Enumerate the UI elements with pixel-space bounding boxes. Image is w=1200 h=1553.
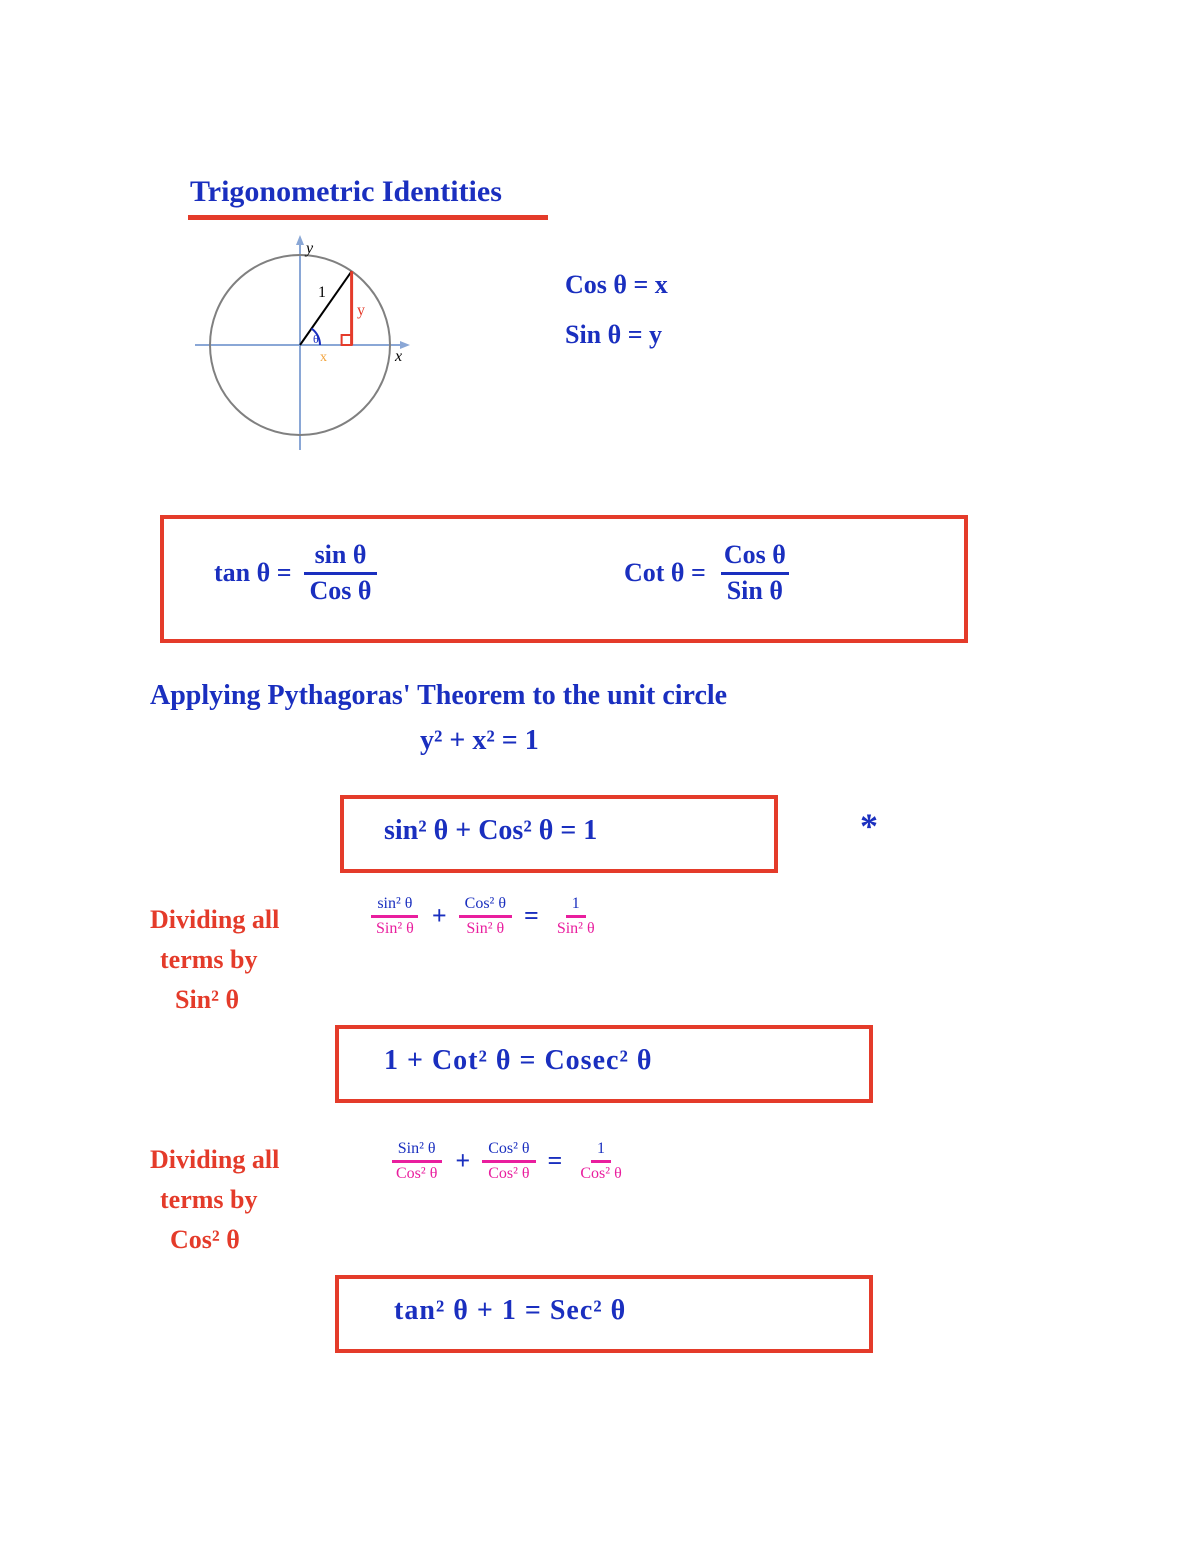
svg-text:y: y [304, 240, 314, 257]
star-icon: * [860, 805, 878, 847]
tan-identity-box: tan² θ + 1 = Sec² θ [335, 1275, 873, 1353]
sin-frac-3: 1 Sin² θ [551, 895, 601, 937]
sin-frac-2-den: Sin² θ [460, 918, 510, 938]
plus-1: + [432, 901, 447, 931]
divide-cos-equation: Sin² θ Cos² θ + Cos² θ Cos² θ = 1 Cos² θ [390, 1140, 628, 1182]
pythagoras-line2: y² + x² = 1 [420, 725, 539, 757]
sin-def: Sin θ = y [565, 320, 662, 350]
sin-frac-3-num: 1 [566, 895, 586, 918]
divide-cos-label-2: terms by [160, 1185, 257, 1215]
sin-frac-2-num: Cos² θ [459, 895, 512, 918]
cot-num: Cos θ [718, 541, 792, 572]
divide-sin-label-3: Sin² θ [175, 985, 239, 1015]
cos-frac-1-num: Sin² θ [392, 1140, 442, 1163]
cot-den: Sin θ [721, 572, 789, 606]
eq-1: = [524, 901, 539, 931]
pythagoras-line1: Applying Pythagoras' Theorem to the unit… [150, 680, 727, 712]
tan-fraction: sin θ Cos θ [304, 541, 378, 605]
title-underline [188, 215, 548, 220]
divide-sin-label-2: terms by [160, 945, 257, 975]
page-title: Trigonometric Identities [190, 175, 502, 209]
cos-frac-2-den: Cos² θ [482, 1163, 535, 1183]
svg-text:θ: θ [313, 332, 319, 346]
sin-frac-1: sin² θ Sin² θ [370, 895, 420, 937]
cot-identity: 1 + Cot² θ = Cosec² θ [384, 1045, 652, 1077]
divide-cos-label-1: Dividing all [150, 1145, 279, 1175]
pythag-identity: sin² θ + Cos² θ = 1 [384, 815, 597, 847]
cot-identity-box: 1 + Cot² θ = Cosec² θ [335, 1025, 873, 1103]
cos-frac-3-num: 1 [591, 1140, 611, 1163]
cos-frac-1: Sin² θ Cos² θ [390, 1140, 443, 1182]
sin-frac-3-den: Sin² θ [551, 918, 601, 938]
svg-text:x: x [394, 348, 402, 365]
tan-lhs: tan θ = [214, 558, 292, 588]
tan-cot-box: tan θ = sin θ Cos θ Cot θ = Cos θ Sin θ [160, 515, 968, 643]
cos-frac-2-num: Cos² θ [482, 1140, 535, 1163]
svg-text:1: 1 [318, 284, 326, 301]
sin-frac-1-num: sin² θ [371, 895, 418, 918]
page: Trigonometric Identities y x 1 y [0, 0, 1200, 1553]
eq-2: = [548, 1146, 563, 1176]
cos-frac-2: Cos² θ Cos² θ [482, 1140, 535, 1182]
cos-frac-3-den: Cos² θ [574, 1163, 627, 1183]
divide-sin-label-1: Dividing all [150, 905, 279, 935]
cos-frac-3: 1 Cos² θ [574, 1140, 627, 1182]
pythag-identity-box: sin² θ + Cos² θ = 1 [340, 795, 778, 873]
svg-text:x: x [320, 350, 327, 365]
cot-lhs: Cot θ = [624, 558, 706, 588]
sin-frac-1-den: Sin² θ [370, 918, 420, 938]
tan-identity: tan² θ + 1 = Sec² θ [394, 1295, 626, 1327]
cos-frac-1-den: Cos² θ [390, 1163, 443, 1183]
divide-cos-label-3: Cos² θ [170, 1225, 240, 1255]
tan-num: sin θ [309, 541, 373, 572]
plus-2: + [455, 1146, 470, 1176]
unit-circle-diagram: y x 1 y x θ [190, 235, 410, 455]
divide-sin-equation: sin² θ Sin² θ + Cos² θ Sin² θ = 1 Sin² θ [370, 895, 601, 937]
tan-den: Cos θ [304, 572, 378, 606]
cot-fraction: Cos θ Sin θ [718, 541, 792, 605]
svg-text:y: y [357, 302, 365, 319]
cos-def: Cos θ = x [565, 270, 668, 300]
sin-frac-2: Cos² θ Sin² θ [459, 895, 512, 937]
